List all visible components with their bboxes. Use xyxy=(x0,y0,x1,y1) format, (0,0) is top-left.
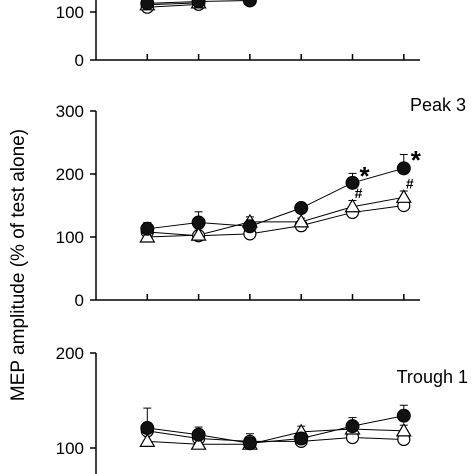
significance-annotation: * xyxy=(411,145,422,175)
series-line-open-triangle xyxy=(147,428,404,445)
y-tick-label: 100 xyxy=(56,439,84,458)
data-point-filled-circle xyxy=(140,0,155,11)
data-point-filled-circle xyxy=(242,436,257,451)
y-tick-label: 100 xyxy=(56,3,84,22)
data-point-open-triangle xyxy=(139,433,156,447)
panel-title: Trough 1 xyxy=(397,367,468,387)
y-axis-label: MEP amplitude (% of test alone) xyxy=(8,129,29,401)
y-tick-label: 0 xyxy=(75,51,84,70)
data-point-filled-circle xyxy=(294,201,309,216)
data-point-filled-circle xyxy=(242,0,257,8)
significance-annotation: * xyxy=(359,161,370,191)
y-tick-label: 200 xyxy=(56,165,84,184)
series-line-open-circle xyxy=(147,3,199,8)
y-tick-label: 300 xyxy=(56,102,84,121)
y-tick-label: 0 xyxy=(75,291,84,310)
significance-annotation: # xyxy=(355,185,363,201)
data-point-open-triangle xyxy=(395,422,412,437)
data-point-open-triangle xyxy=(344,198,361,213)
series-line-open-triangle xyxy=(147,2,199,6)
series-line-open-circle xyxy=(147,205,404,237)
data-point-open-triangle xyxy=(190,436,207,450)
data-point-open-triangle xyxy=(293,213,310,228)
data-point-filled-circle xyxy=(345,175,360,190)
data-point-filled-circle xyxy=(191,427,206,442)
data-point-open-triangle xyxy=(139,228,156,243)
data-point-filled-circle xyxy=(140,221,155,236)
data-point-filled-circle xyxy=(191,0,206,9)
data-point-open-triangle xyxy=(395,189,412,203)
y-tick-label: 200 xyxy=(56,344,84,363)
series-line-filled-circle xyxy=(147,167,404,230)
data-point-filled-circle xyxy=(140,421,155,436)
data-point-open-triangle xyxy=(190,226,207,241)
y-tick-label: 100 xyxy=(56,228,84,247)
panel-title: Peak 3 xyxy=(410,95,466,115)
chart-panel-1: 100 0 xyxy=(56,0,420,70)
data-point-filled-circle xyxy=(191,215,206,230)
data-point-filled-circle xyxy=(345,419,360,434)
data-point-filled-circle xyxy=(396,161,411,176)
data-point-filled-circle xyxy=(396,408,411,423)
data-point-filled-circle xyxy=(242,219,257,234)
series-line-open-circle xyxy=(147,430,404,442)
data-point-filled-circle xyxy=(294,431,309,446)
chart-panel-3: 200 100 Trough 1 xyxy=(56,344,468,474)
significance-annotation: # xyxy=(406,176,414,192)
